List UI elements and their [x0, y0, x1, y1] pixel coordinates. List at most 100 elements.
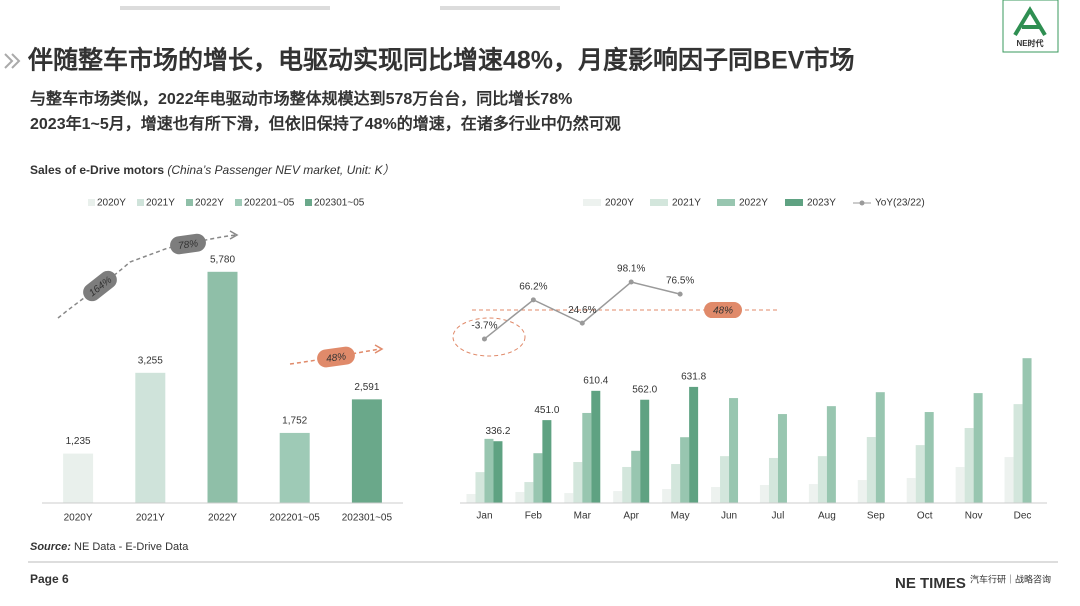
yoy-point: [481, 336, 487, 342]
legend-swatch: [186, 199, 193, 206]
bar: [622, 466, 632, 503]
arrowhead: [374, 344, 384, 354]
logo-mark: [1013, 6, 1047, 37]
x-tick-label: 202301~05: [342, 513, 393, 524]
yoy-point: [677, 291, 683, 297]
bar: [689, 386, 699, 503]
bar: [533, 453, 543, 503]
value-label: 336.2: [485, 426, 510, 437]
legend-label: 2022Y: [739, 198, 768, 209]
annotation-badge: 48%: [317, 346, 355, 368]
legend-swatch: [88, 199, 95, 206]
badge-bg: [83, 270, 117, 302]
legend-swatch: [717, 199, 735, 206]
bar: [582, 412, 592, 503]
bar: [466, 493, 476, 503]
bar: [711, 487, 721, 503]
legend-swatch: [785, 199, 803, 206]
x-tick-label: Mar: [574, 511, 592, 522]
legend-label: 2020Y: [97, 198, 126, 209]
bar: [631, 450, 641, 503]
annotation: 48%: [325, 351, 346, 365]
value-label: 3,255: [138, 355, 163, 366]
reference-label: 48%: [713, 306, 733, 317]
page-number: Page 6: [30, 572, 69, 586]
legend-swatch: [137, 199, 144, 206]
bar: [1004, 457, 1014, 503]
value-label: 1,235: [66, 436, 91, 447]
chart-title-main: Sales of e-Drive motors: [30, 163, 164, 177]
legend-label: 2022Y: [195, 198, 224, 209]
bar: [475, 472, 485, 503]
legend-label: 2021Y: [146, 198, 175, 209]
yoy-point: [530, 297, 536, 303]
bar: [866, 437, 876, 503]
x-tick-label: Apr: [623, 511, 639, 522]
legend-label: 2023Y: [807, 198, 836, 209]
bar: [875, 392, 885, 503]
arrowhead: [229, 230, 239, 240]
bar: [915, 445, 925, 503]
bar: [777, 414, 787, 503]
value-label: 631.8: [681, 372, 706, 383]
source-text: NE Data - E-Drive Data: [74, 541, 189, 553]
legend-label: 202201~05: [244, 198, 295, 209]
bar: [759, 484, 769, 503]
bar: [484, 438, 494, 503]
badge-bg: [317, 346, 355, 368]
bar: [207, 271, 238, 503]
legend-swatch: [305, 199, 312, 206]
bar: [955, 466, 965, 503]
bar: [564, 493, 574, 503]
legend-marker: [859, 200, 865, 206]
x-tick-label: 2021Y: [136, 513, 165, 524]
bar: [662, 489, 672, 503]
slide-title: 伴随整车市场的增长，电驱动实现同比增速48%，月度影响因子同BEV市场: [27, 46, 854, 75]
bar: [135, 372, 166, 503]
value-label: 1,752: [282, 416, 307, 427]
title-arrows: [4, 53, 21, 69]
annotation: 78%: [177, 238, 198, 252]
bar: [808, 484, 818, 503]
bar: [924, 412, 934, 503]
bar: [817, 456, 827, 503]
yoy-label: 24.6%: [568, 305, 596, 316]
subtitle-line: 2023年1~5月，增速也有所下滑，但依旧保持了48%的增速，在诸多行业中仍然可…: [30, 114, 621, 133]
x-tick-label: Jan: [476, 511, 492, 522]
x-tick-label: Feb: [525, 511, 543, 522]
subtitle-line: 与整车市场类似，2022年电驱动市场整体规模达到578万台台，同比增长78%: [30, 89, 572, 108]
x-tick-label: 2020Y: [64, 513, 93, 524]
annotation-badge: 78%: [170, 233, 206, 255]
yoy-label: 66.2%: [519, 282, 547, 293]
x-tick-label: Dec: [1014, 511, 1032, 522]
legend-label: 202301~05: [314, 198, 365, 209]
source-label: Source:: [30, 541, 71, 553]
bar: [515, 491, 525, 503]
bar: [768, 457, 778, 503]
yoy-point: [628, 279, 634, 285]
x-tick-label: Oct: [917, 511, 933, 522]
source: Source: NE Data - E-Drive Data: [30, 541, 189, 553]
bar: [640, 399, 650, 503]
bar: [493, 441, 503, 503]
chart-title-unit: (China’s Passenger NEV market, Unit: K）: [167, 163, 394, 177]
bar: [906, 478, 916, 503]
legend-swatch: [583, 199, 601, 206]
x-tick-label: Jun: [721, 511, 737, 522]
value-label: 562.0: [632, 384, 657, 395]
bar: [826, 406, 836, 503]
growth-arrow: [57, 234, 237, 319]
brand: NE TIMES: [895, 575, 966, 592]
bar: [964, 428, 974, 503]
legend-label: 2021Y: [672, 198, 701, 209]
x-tick-label: Nov: [965, 511, 983, 522]
bar: [671, 464, 681, 503]
legend-label: 2020Y: [605, 198, 634, 209]
bar: [279, 432, 310, 503]
yoy-point: [579, 320, 585, 326]
value-label: 451.0: [534, 405, 559, 416]
reference-badge: [704, 302, 742, 319]
yoy-label: -3.7%: [471, 321, 497, 332]
value-label: 610.4: [583, 375, 608, 386]
